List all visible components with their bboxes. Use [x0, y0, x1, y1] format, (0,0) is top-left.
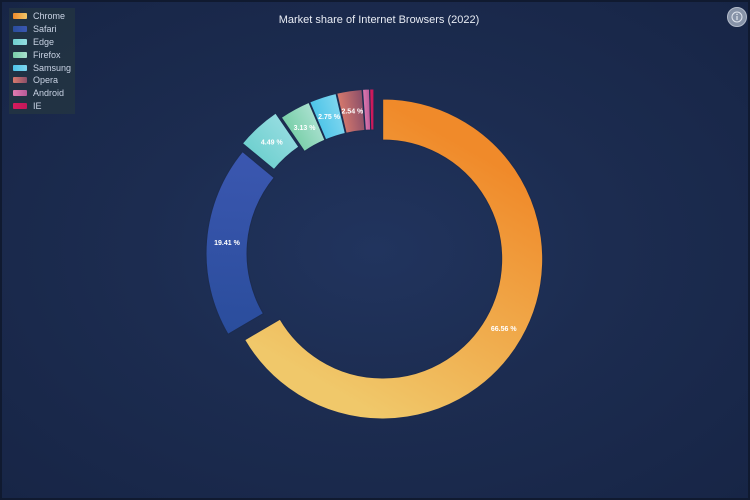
chart-title: Market share of Internet Browsers (2022) [278, 14, 480, 26]
slice-opera[interactable] [336, 88, 366, 134]
slice-label-samsung: 2.75 % [318, 114, 341, 121]
legend-swatch [13, 90, 27, 97]
legend-item-samsung[interactable]: Samsung [13, 61, 75, 74]
legend-label: Safari [33, 24, 57, 35]
slice-ie[interactable] [369, 88, 375, 131]
info-button[interactable] [727, 7, 747, 27]
legend-label: Android [33, 88, 65, 99]
slice-label-opera: 2.54 % [341, 109, 364, 116]
legend-swatch [13, 51, 27, 58]
slice-safari[interactable] [205, 150, 275, 335]
legend-swatch [13, 77, 27, 84]
legend-label: IE [33, 100, 42, 111]
legend-item-edge[interactable]: Edge [13, 36, 75, 49]
legend-item-firefox[interactable]: Firefox [13, 48, 75, 61]
legend-label: Samsung [33, 62, 72, 73]
legend-swatch [13, 26, 27, 33]
slice-label-safari: 19.41 % [214, 240, 240, 247]
legend-label: Opera [33, 75, 59, 86]
legend-item-safari[interactable]: Safari [13, 23, 75, 36]
slice-chrome[interactable] [243, 98, 544, 420]
slice-samsung[interactable] [309, 92, 346, 141]
legend-label: Edge [33, 36, 55, 47]
slice-label-edge: 4.49 % [261, 140, 284, 147]
legend-swatch [13, 102, 27, 109]
slice-label-firefox: 3.13 % [294, 125, 317, 132]
legend-item-chrome[interactable]: Chrome [13, 10, 75, 23]
legend-item-ie[interactable]: IE [13, 100, 75, 113]
legend-item-opera[interactable]: Opera [13, 74, 75, 87]
slice-firefox[interactable] [280, 101, 326, 153]
legend-label: Chrome [33, 11, 66, 22]
slice-edge[interactable] [241, 112, 300, 171]
legend-item-android[interactable]: Android [13, 87, 75, 100]
info-icon [731, 11, 743, 23]
slice-label-chrome: 66.56 % [491, 326, 517, 333]
legend-swatch [13, 38, 27, 45]
legend-swatch [13, 64, 27, 71]
legend-label: Firefox [33, 49, 61, 60]
chart-legend: Chrome Safari Edge Firefox Samsung Opera Andro… [9, 8, 75, 114]
legend-swatch [13, 13, 27, 20]
